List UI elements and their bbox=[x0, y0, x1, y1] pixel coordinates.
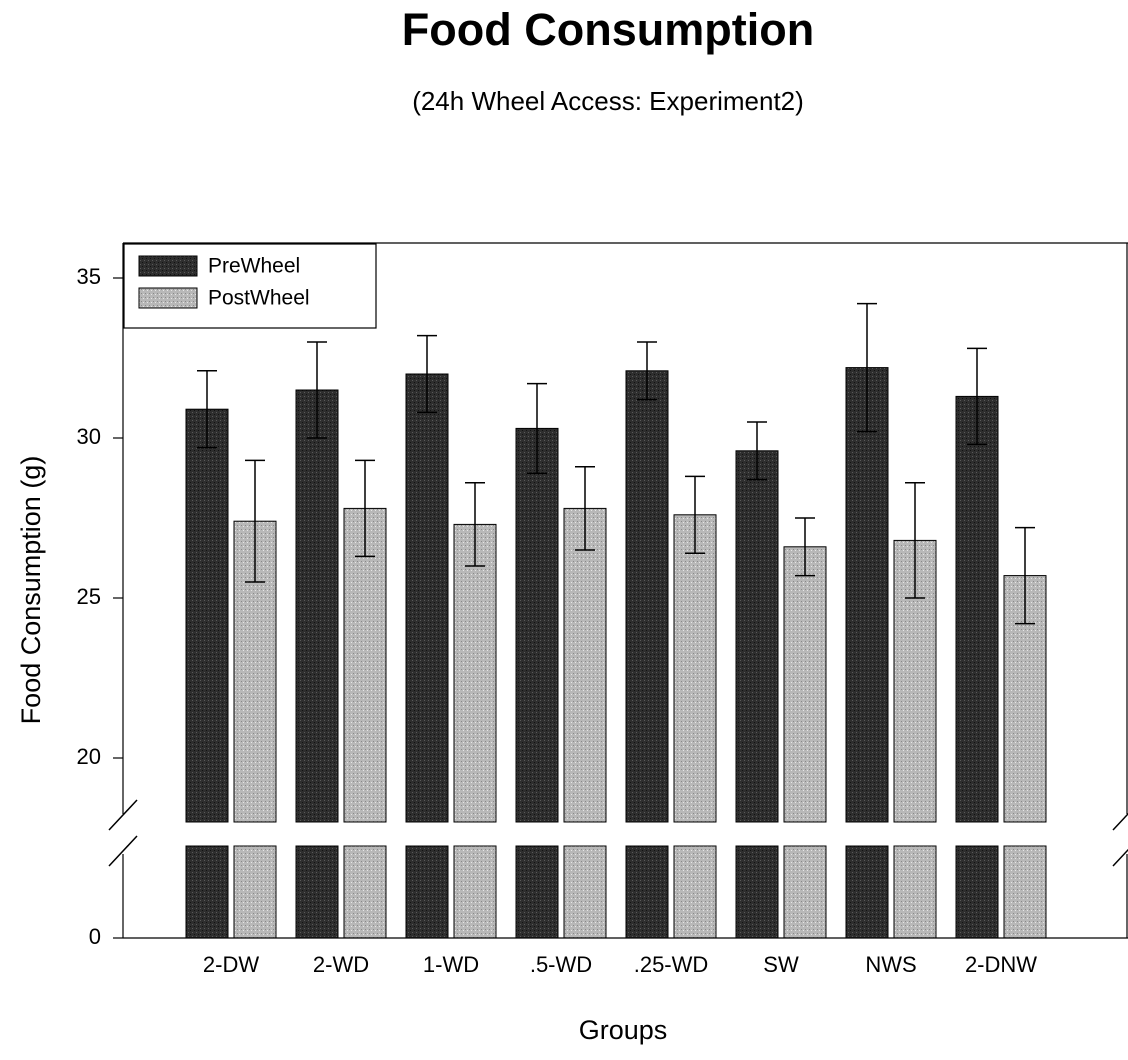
bar-prewheel-3 bbox=[515, 427, 559, 823]
y-tick-label: 35 bbox=[77, 264, 101, 289]
bar-lower-postwheel-6 bbox=[893, 845, 937, 939]
x-tick-label: SW bbox=[763, 952, 799, 977]
bar-lower-postwheel-0 bbox=[233, 845, 277, 939]
legend-swatch-prewheel bbox=[138, 255, 198, 277]
bar-prewheel-5 bbox=[735, 450, 779, 823]
axis-break-mark-right bbox=[1112, 848, 1128, 867]
bar-lower-prewheel-3 bbox=[515, 845, 559, 939]
bar-postwheel-4 bbox=[673, 514, 717, 823]
bar-postwheel-2 bbox=[453, 523, 497, 823]
x-tick-label: 2-DNW bbox=[965, 952, 1037, 977]
chart-subtitle: (24h Wheel Access: Experiment2) bbox=[412, 86, 804, 116]
bar-prewheel-0 bbox=[185, 408, 229, 823]
bar-prewheel-2 bbox=[405, 373, 449, 823]
axis-break-mark-right bbox=[1112, 812, 1128, 831]
y-axis-label: Food Consumption (g) bbox=[16, 456, 46, 725]
bar-lower-postwheel-5 bbox=[783, 845, 827, 939]
bar-prewheel-1 bbox=[295, 389, 339, 823]
axis-break-gap bbox=[124, 823, 1128, 845]
bar-postwheel-5 bbox=[783, 546, 827, 823]
y-tick-label: 30 bbox=[77, 424, 101, 449]
x-tick-label: 2-DW bbox=[203, 952, 259, 977]
bar-lower-postwheel-1 bbox=[343, 845, 387, 939]
bar-lower-prewheel-6 bbox=[845, 845, 889, 939]
y-tick-label: 20 bbox=[77, 744, 101, 769]
bar-lower-prewheel-0 bbox=[185, 845, 229, 939]
bar-lower-prewheel-4 bbox=[625, 845, 669, 939]
legend-label-postwheel: PostWheel bbox=[208, 287, 310, 310]
bar-lower-prewheel-5 bbox=[735, 845, 779, 939]
x-axis-label: Groups bbox=[579, 1015, 668, 1045]
x-tick-label: .5-WD bbox=[530, 952, 592, 977]
bar-prewheel-6 bbox=[845, 367, 889, 823]
chart-title: Food Consumption bbox=[401, 4, 815, 55]
legend-label-prewheel: PreWheel bbox=[208, 255, 300, 278]
x-tick-label: .25-WD bbox=[634, 952, 709, 977]
axes-layer: 2-DW 2-WD 1-WD .5-WD .25-WD SW NWS 2-DNW 0 20 25 30… bbox=[16, 242, 1128, 1045]
bar-lower-prewheel-7 bbox=[955, 845, 999, 939]
bar-lower-postwheel-2 bbox=[453, 845, 497, 939]
legend-swatch-postwheel bbox=[138, 287, 198, 309]
bar-lower-prewheel-2 bbox=[405, 845, 449, 939]
legend-box bbox=[123, 243, 377, 329]
bar-postwheel-3 bbox=[563, 507, 607, 823]
axis-break-mark-left bbox=[108, 835, 138, 867]
y-tick-label: 0 bbox=[89, 924, 101, 949]
bar-lower-postwheel-3 bbox=[563, 845, 607, 939]
x-tick-label: 2-WD bbox=[313, 952, 369, 977]
bar-lower-postwheel-4 bbox=[673, 845, 717, 939]
x-tick-label: NWS bbox=[865, 952, 916, 977]
bar-lower-postwheel-7 bbox=[1003, 845, 1047, 939]
legend: PreWheel PostWheel bbox=[123, 243, 377, 329]
bar-prewheel-4 bbox=[625, 370, 669, 823]
bar-prewheel-7 bbox=[955, 395, 999, 823]
axis-break-mark-left bbox=[108, 799, 138, 831]
x-tick-label: 1-WD bbox=[423, 952, 479, 977]
bar-lower-prewheel-1 bbox=[295, 845, 339, 939]
y-tick-label: 25 bbox=[77, 584, 101, 609]
